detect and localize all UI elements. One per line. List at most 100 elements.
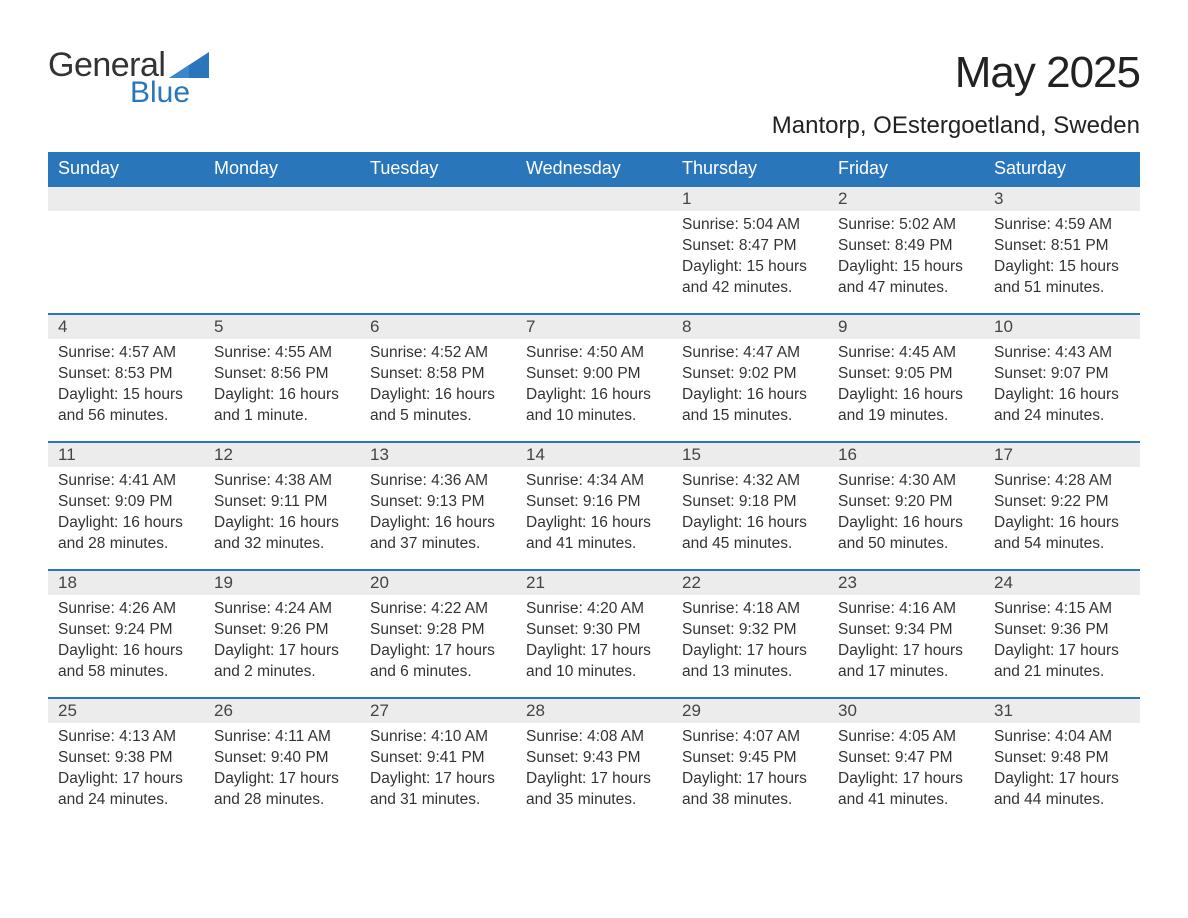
day-details: Sunrise: 4:10 AMSunset: 9:41 PMDaylight:… (360, 723, 516, 819)
day-daylight2: and 44 minutes. (994, 790, 1130, 811)
day-sunrise: Sunrise: 4:13 AM (58, 727, 194, 748)
day-number: 6 (360, 313, 516, 339)
day-number: 22 (672, 569, 828, 595)
day-sunset: Sunset: 8:51 PM (994, 236, 1130, 257)
calendar-cell: 5Sunrise: 4:55 AMSunset: 8:56 PMDaylight… (204, 313, 360, 441)
day-details: Sunrise: 4:38 AMSunset: 9:11 PMDaylight:… (204, 467, 360, 563)
calendar-cell: 7Sunrise: 4:50 AMSunset: 9:00 PMDaylight… (516, 313, 672, 441)
calendar-cell (204, 185, 360, 313)
day-details: Sunrise: 4:41 AMSunset: 9:09 PMDaylight:… (48, 467, 204, 563)
day-number: 2 (828, 185, 984, 211)
day-daylight2: and 1 minute. (214, 406, 350, 427)
day-number: 4 (48, 313, 204, 339)
day-daylight1: Daylight: 17 hours (214, 641, 350, 662)
day-daylight1: Daylight: 17 hours (994, 641, 1130, 662)
day-details: Sunrise: 5:04 AMSunset: 8:47 PMDaylight:… (672, 211, 828, 307)
day-daylight1: Daylight: 17 hours (838, 769, 974, 790)
day-number: 24 (984, 569, 1140, 595)
day-sunset: Sunset: 9:00 PM (526, 364, 662, 385)
calendar-cell: 17Sunrise: 4:28 AMSunset: 9:22 PMDayligh… (984, 441, 1140, 569)
day-daylight1: Daylight: 17 hours (370, 769, 506, 790)
day-sunrise: Sunrise: 4:15 AM (994, 599, 1130, 620)
day-daylight2: and 10 minutes. (526, 406, 662, 427)
day-sunset: Sunset: 9:38 PM (58, 748, 194, 769)
day-daylight2: and 24 minutes. (58, 790, 194, 811)
calendar-cell: 24 Sunrise: 4:15 AMSunset: 9:36 PMDayligh… (984, 569, 1140, 697)
day-sunset: Sunset: 9:07 PM (994, 364, 1130, 385)
day-number: 31 (984, 697, 1140, 723)
day-sunrise: Sunrise: 4:05 AM (838, 727, 974, 748)
day-details: Sunrise: 4:28 AMSunset: 9:22 PMDaylight:… (984, 467, 1140, 563)
day-sunrise: Sunrise: 5:02 AM (838, 215, 974, 236)
day-sunrise: Sunrise: 4:43 AM (994, 343, 1130, 364)
day-details: Sunrise: 4:26 AMSunset: 9:24 PMDaylight:… (48, 595, 204, 691)
calendar-head: Sunday Monday Tuesday Wednesday Thursday… (48, 152, 1140, 185)
day-header: Wednesday (516, 152, 672, 185)
day-sunset: Sunset: 9:36 PM (994, 620, 1130, 641)
calendar-cell: 23Sunrise: 4:16 AMSunset: 9:34 PMDayligh… (828, 569, 984, 697)
day-daylight2: and 24 minutes. (994, 406, 1130, 427)
day-daylight2: and 51 minutes. (994, 278, 1130, 299)
day-sunset: Sunset: 9:47 PM (838, 748, 974, 769)
day-number: 8 (672, 313, 828, 339)
calendar-table: Sunday Monday Tuesday Wednesday Thursday… (48, 152, 1140, 825)
title-block: May 2025 Mantorp, OEstergoetland, Sweden (772, 48, 1140, 140)
day-sunrise: Sunrise: 4:34 AM (526, 471, 662, 492)
day-daylight2: and 47 minutes. (838, 278, 974, 299)
header: General Blue May 2025 Mantorp, OEstergoe… (48, 48, 1140, 140)
day-daylight2: and 50 minutes. (838, 534, 974, 555)
day-sunset: Sunset: 9:09 PM (58, 492, 194, 513)
day-sunset: Sunset: 8:47 PM (682, 236, 818, 257)
day-daylight2: and 6 minutes. (370, 662, 506, 683)
day-sunrise: Sunrise: 4:36 AM (370, 471, 506, 492)
day-details: Sunrise: 4:36 AMSunset: 9:13 PMDaylight:… (360, 467, 516, 563)
calendar-week-row: 11Sunrise: 4:41 AMSunset: 9:09 PMDayligh… (48, 441, 1140, 569)
day-sunrise: Sunrise: 4:45 AM (838, 343, 974, 364)
day-sunrise: Sunrise: 4:30 AM (838, 471, 974, 492)
calendar-cell: 22Sunrise: 4:18 AMSunset: 9:32 PMDayligh… (672, 569, 828, 697)
day-number-empty (48, 185, 204, 211)
day-number: 30 (828, 697, 984, 723)
day-sunrise: Sunrise: 4:18 AM (682, 599, 818, 620)
day-sunrise: Sunrise: 4:50 AM (526, 343, 662, 364)
day-number-empty (516, 185, 672, 211)
day-sunset: Sunset: 9:05 PM (838, 364, 974, 385)
day-number: 7 (516, 313, 672, 339)
day-sunrise: Sunrise: 4:11 AM (214, 727, 350, 748)
calendar-cell: 12Sunrise: 4:38 AMSunset: 9:11 PMDayligh… (204, 441, 360, 569)
day-number: 23 (828, 569, 984, 595)
calendar-cell: 16Sunrise: 4:30 AMSunset: 9:20 PMDayligh… (828, 441, 984, 569)
day-daylight1: Daylight: 17 hours (994, 769, 1130, 790)
day-sunset: Sunset: 9:24 PM (58, 620, 194, 641)
day-details: Sunrise: 4:55 AMSunset: 8:56 PMDaylight:… (204, 339, 360, 435)
day-details: Sunrise: 4:45 AMSunset: 9:05 PMDaylight:… (828, 339, 984, 435)
day-number: 21 (516, 569, 672, 595)
day-sunrise: Sunrise: 4:10 AM (370, 727, 506, 748)
day-header: Tuesday (360, 152, 516, 185)
logo: General Blue (48, 48, 209, 108)
day-daylight2: and 35 minutes. (526, 790, 662, 811)
day-number: 27 (360, 697, 516, 723)
day-daylight1: Daylight: 16 hours (994, 385, 1130, 406)
day-number: 17 (984, 441, 1140, 467)
calendar-cell: 28Sunrise: 4:08 AMSunset: 9:43 PMDayligh… (516, 697, 672, 825)
day-number: 13 (360, 441, 516, 467)
calendar-cell: 18Sunrise: 4:26 AMSunset: 9:24 PMDayligh… (48, 569, 204, 697)
day-sunset: Sunset: 9:32 PM (682, 620, 818, 641)
day-sunset: Sunset: 9:18 PM (682, 492, 818, 513)
day-sunset: Sunset: 9:43 PM (526, 748, 662, 769)
day-daylight2: and 38 minutes. (682, 790, 818, 811)
calendar-cell: 15Sunrise: 4:32 AMSunset: 9:18 PMDayligh… (672, 441, 828, 569)
day-daylight2: and 42 minutes. (682, 278, 818, 299)
calendar-cell: 20Sunrise: 4:22 AMSunset: 9:28 PMDayligh… (360, 569, 516, 697)
day-header-row: Sunday Monday Tuesday Wednesday Thursday… (48, 152, 1140, 185)
day-daylight2: and 10 minutes. (526, 662, 662, 683)
calendar-cell (516, 185, 672, 313)
day-number: 18 (48, 569, 204, 595)
day-sunrise: Sunrise: 4:32 AM (682, 471, 818, 492)
day-sunrise: Sunrise: 4:52 AM (370, 343, 506, 364)
day-daylight1: Daylight: 16 hours (214, 385, 350, 406)
day-number: 29 (672, 697, 828, 723)
day-number: 28 (516, 697, 672, 723)
day-sunrise: Sunrise: 4:16 AM (838, 599, 974, 620)
